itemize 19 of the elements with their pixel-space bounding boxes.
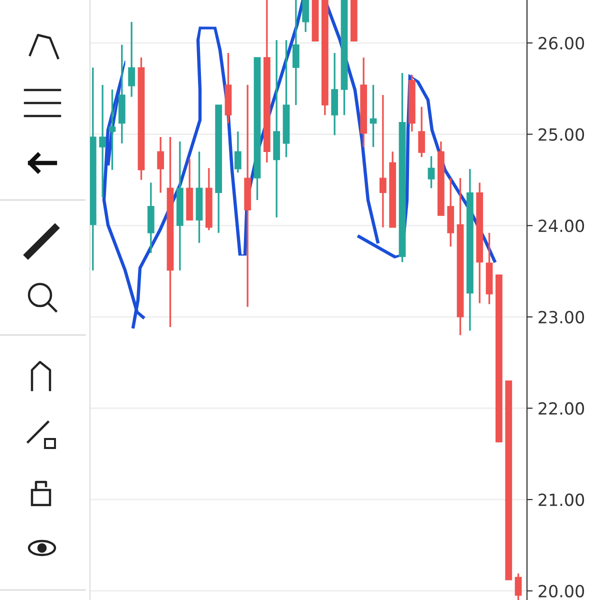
y-tick-label: 26.00 [538, 36, 584, 50]
y-tick-label: 24.00 [538, 220, 584, 232]
y-tick-label: 20.00 [538, 584, 584, 598]
candlestick [99, 84, 106, 198]
candlestick [370, 84, 377, 148]
candlestick [418, 106, 426, 158]
candlestick [302, 0, 310, 33]
candlestick [292, 0, 300, 106]
y-tick-label: 23.00 [538, 310, 584, 324]
candlestick [108, 88, 116, 171]
candlestick [380, 94, 386, 228]
candlestick [234, 130, 242, 174]
candlestick [157, 136, 164, 194]
candlestick [428, 155, 435, 189]
y-tick-label: 25.00 [538, 128, 584, 141]
y-tick-label: 21.00 [538, 494, 584, 506]
candlestick [128, 21, 136, 98]
y-tick-label: 22.00 [538, 402, 584, 415]
candlestick [514, 572, 522, 600]
